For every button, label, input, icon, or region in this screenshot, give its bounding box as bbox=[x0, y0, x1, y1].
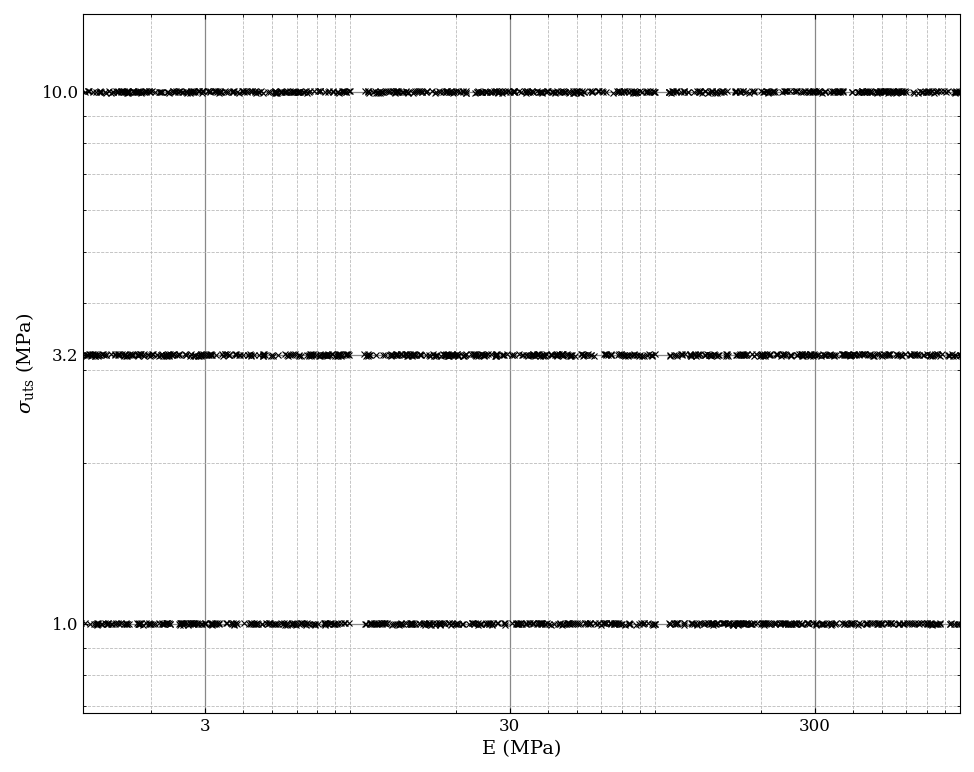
X-axis label: E (MPa): E (MPa) bbox=[482, 740, 561, 758]
Y-axis label: $\sigma_{\mathrm{uts}}$ (MPa): $\sigma_{\mathrm{uts}}$ (MPa) bbox=[14, 313, 36, 414]
